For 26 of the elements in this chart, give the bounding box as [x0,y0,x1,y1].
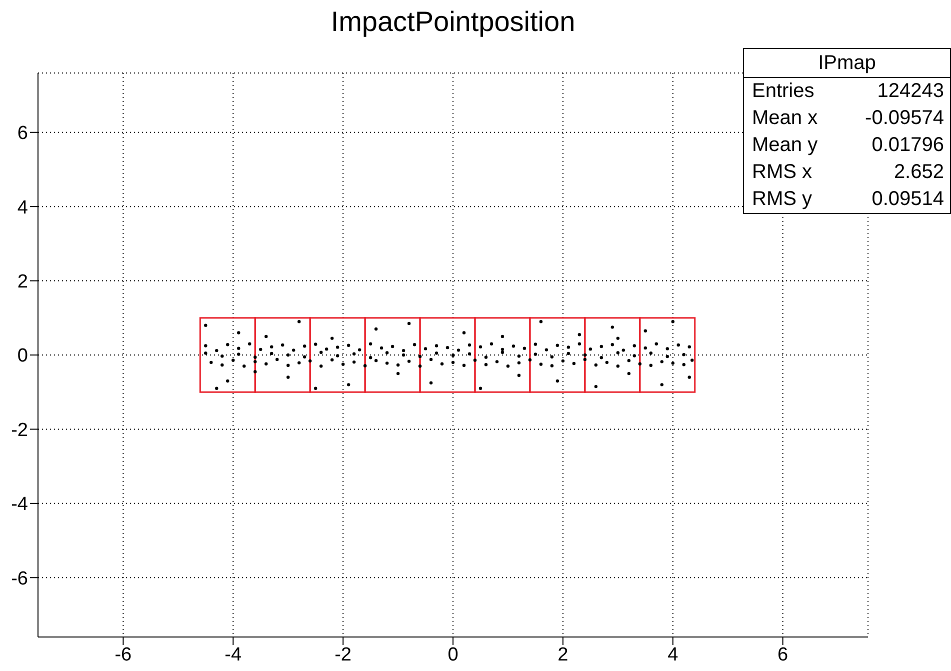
text: 124243 [877,79,944,104]
x-tick-label: -4 [224,644,242,666]
annotation: Mean x [752,106,818,131]
text: 0.01796 [872,133,944,158]
text: 0.09514 [872,187,944,212]
annotation: Mean y [752,133,818,158]
annotation: IPmap [744,49,950,78]
y-tick-label: -6 [11,568,28,590]
y-tick-label: -4 [11,494,28,516]
x-tick-label: 0 [448,644,458,666]
annotation: RMS x [752,160,812,185]
x-tick-label: 2 [558,644,568,666]
x-tick-label: 6 [778,644,788,666]
y-tick-label: 0 [17,346,28,367]
x-tick-label: -6 [114,644,132,666]
chart-title: ImpactPointposition [330,6,576,38]
annotation: Entries [752,79,814,104]
y-tick-label: 2 [17,272,28,293]
y-tick-label: -2 [11,420,28,441]
x-tick-label: -2 [334,644,352,666]
y-tick-label: 4 [17,197,28,218]
annotation: RMS y [752,187,812,212]
x-tick-label: 4 [668,644,679,666]
text: 2.652 [894,160,944,185]
y-tick-label: 6 [17,123,28,144]
annotation: -0.09574 [865,106,944,131]
